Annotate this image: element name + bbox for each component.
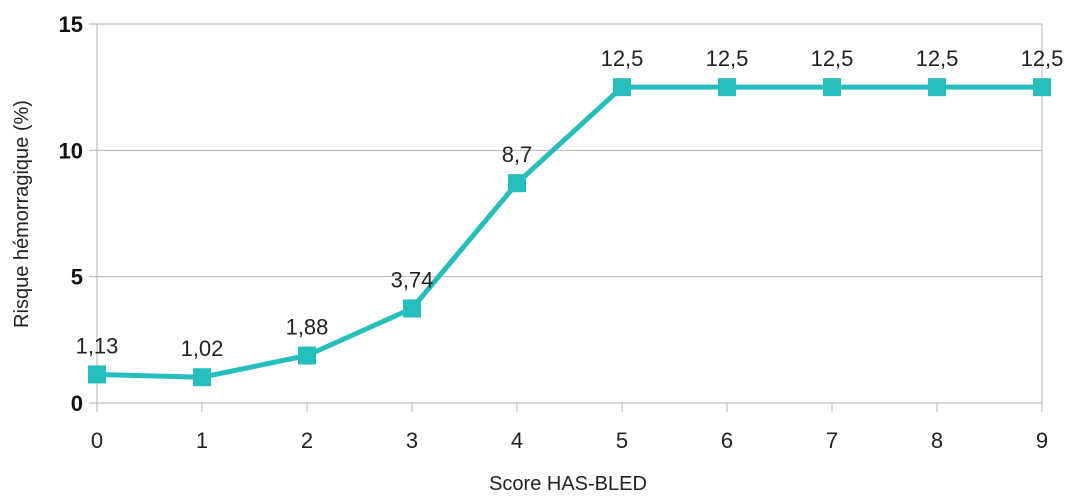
y-tick-label-5: 5 (71, 265, 83, 290)
grid-lines (97, 23, 1042, 404)
data-label-2: 1,88 (286, 314, 329, 339)
x-tick-label-8: 8 (931, 428, 943, 453)
x-tick-label-0: 0 (91, 428, 103, 453)
data-label-9: 12,5 (1021, 46, 1064, 71)
data-labels: 1,13 1,02 1,88 3,74 8,7 12,5 12,5 12,5 12,5 12,5 (76, 46, 1064, 361)
data-point-4 (508, 174, 526, 193)
data-point-7 (823, 78, 841, 97)
x-tick-label-4: 4 (511, 428, 523, 453)
data-label-8: 12,5 (916, 46, 959, 71)
series-group (88, 78, 1051, 387)
data-point-5 (613, 78, 631, 97)
data-label-0: 1,13 (76, 333, 119, 358)
x-axis-ticks: 0 1 2 3 4 5 6 7 8 9 (91, 403, 1048, 453)
x-tick-label-6: 6 (721, 428, 733, 453)
y-tick-label-10: 10 (59, 138, 83, 163)
data-point-0 (88, 365, 106, 384)
data-label-4: 8,7 (502, 142, 533, 167)
data-label-1: 1,02 (181, 336, 224, 361)
data-point-9 (1033, 78, 1051, 97)
data-label-7: 12,5 (811, 46, 854, 71)
x-tick-label-2: 2 (301, 428, 313, 453)
y-tick-label-0: 0 (71, 391, 83, 416)
data-point-8 (928, 78, 946, 97)
axes (96, 24, 1043, 404)
y-tick-label-15: 15 (59, 12, 83, 37)
data-point-2 (298, 346, 316, 365)
data-label-5: 12,5 (601, 46, 644, 71)
series-line-0 (96, 84, 1042, 380)
x-tick-label-1: 1 (196, 428, 208, 453)
data-point-1 (193, 368, 211, 387)
data-label-6: 12,5 (706, 46, 749, 71)
x-axis-title: Score HAS-BLED (489, 473, 647, 495)
y-axis-ticks: 0 5 10 15 (59, 12, 97, 416)
y-axis-title: Risque hémorragique (%) (11, 100, 33, 328)
x-tick-label-3: 3 (406, 428, 418, 453)
x-tick-label-5: 5 (616, 428, 628, 453)
data-point-3 (403, 299, 421, 318)
data-label-3: 3,74 (391, 268, 434, 293)
data-point-6 (718, 78, 736, 97)
x-tick-label-9: 9 (1036, 428, 1048, 453)
x-tick-label-7: 7 (826, 428, 838, 453)
